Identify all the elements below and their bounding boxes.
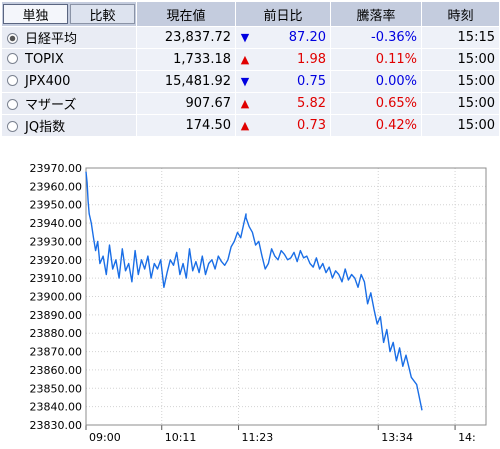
index-name-cell[interactable]: TOPIX — [1, 48, 137, 71]
tab-compare[interactable]: 比較 — [70, 4, 135, 24]
change-value: 1.98 — [297, 52, 326, 67]
current-price: 23,837.72 — [136, 26, 236, 49]
change-cell: ▲ 5.82 — [235, 92, 331, 115]
index-name: マザーズ — [25, 98, 77, 113]
quote-time: 15:00 — [421, 92, 500, 115]
y-tick-label: 23850.00 — [30, 382, 83, 395]
column-header-price[interactable]: 現在値 — [136, 1, 236, 27]
quote-time: 15:00 — [421, 114, 500, 137]
index-name-cell[interactable]: マザーズ — [1, 92, 137, 115]
quote-table: 単独 比較 現在値 前日比 騰落率 時刻 日経平均 23,837.72 ▼ 87.20… — [1, 1, 500, 137]
y-tick-label: 23890.00 — [30, 309, 83, 322]
y-tick-label: 23940.00 — [30, 217, 83, 230]
x-tick-label: 13:34 — [381, 431, 413, 444]
quote-row[interactable]: マザーズ 907.67 ▲ 5.82 0.65% 15:00 — [1, 92, 500, 115]
percent-change: 0.11% — [330, 48, 422, 71]
index-name: TOPIX — [25, 52, 64, 67]
y-tick-label: 23860.00 — [30, 364, 83, 377]
x-tick-label: 10:11 — [165, 431, 197, 444]
index-radio-button[interactable] — [7, 99, 18, 110]
percent-change: 0.00% — [330, 70, 422, 93]
index-name-cell[interactable]: 日経平均 — [1, 26, 137, 49]
view-tabs: 単独 比較 — [1, 1, 137, 27]
x-axis: 09:00 10:11 11:23 13:34 14: — [85, 425, 476, 444]
y-tick-label: 23840.00 — [30, 401, 83, 414]
x-tick-label: 09:00 — [89, 431, 121, 444]
index-name-cell[interactable]: JPX400 — [1, 70, 137, 93]
y-tick-label: 23830.00 — [30, 419, 83, 432]
quote-row[interactable]: 日経平均 23,837.72 ▼ 87.20 -0.36% 15:15 — [1, 26, 500, 49]
percent-change: 0.65% — [330, 92, 422, 115]
change-cell: ▼ 87.20 — [235, 26, 331, 49]
quote-time: 15:15 — [421, 26, 500, 49]
y-tick-label: 23910.00 — [30, 272, 83, 285]
y-tick-label: 23960.00 — [30, 180, 83, 193]
change-value: 87.20 — [288, 30, 326, 45]
tab-single[interactable]: 単独 — [3, 4, 68, 24]
change-cell: ▲ 1.98 — [235, 48, 331, 71]
index-radio-button[interactable] — [7, 33, 18, 44]
y-tick-label: 23950.00 — [30, 199, 83, 212]
index-name-cell[interactable]: JQ指数 — [1, 114, 137, 137]
change-value: 5.82 — [297, 96, 326, 111]
current-price: 15,481.92 — [136, 70, 236, 93]
y-axis: 23970.00 23960.00 23950.00 23940.00 23930.00… — [30, 162, 83, 432]
quote-row[interactable]: JPX400 15,481.92 ▼ 0.75 0.00% 15:00 — [1, 70, 500, 93]
y-tick-label: 23970.00 — [30, 162, 83, 175]
percent-change: -0.36% — [330, 26, 422, 49]
current-price: 907.67 — [136, 92, 236, 115]
series-line — [85, 171, 423, 411]
x-tick-label: 14: — [458, 431, 476, 444]
change-cell: ▼ 0.75 — [235, 70, 331, 93]
down-arrow-icon: ▼ — [240, 75, 250, 88]
index-name: 日経平均 — [25, 32, 78, 47]
current-price: 174.50 — [136, 114, 236, 137]
index-name: JPX400 — [25, 74, 71, 89]
index-radio-button[interactable] — [7, 53, 18, 64]
current-price: 1,733.18 — [136, 48, 236, 71]
quote-row[interactable]: TOPIX 1,733.18 ▲ 1.98 0.11% 15:00 — [1, 48, 500, 71]
index-name: JQ指数 — [25, 120, 66, 135]
price-line-chart: 23970.00 23960.00 23950.00 23940.00 23930.00… — [0, 150, 500, 449]
y-tick-label: 23920.00 — [30, 254, 83, 267]
y-tick-label: 23880.00 — [30, 327, 83, 340]
quote-row[interactable]: JQ指数 174.50 ▲ 0.73 0.42% 15:00 — [1, 114, 500, 137]
quote-time: 15:00 — [421, 70, 500, 93]
chart-background — [0, 150, 500, 449]
x-tick-label: 11:23 — [242, 431, 274, 444]
column-header-time[interactable]: 時刻 — [421, 1, 500, 27]
table-header-row: 単独 比較 現在値 前日比 騰落率 時刻 — [1, 1, 500, 27]
y-tick-label: 23930.00 — [30, 235, 83, 248]
change-value: 0.73 — [297, 118, 326, 133]
up-arrow-icon: ▲ — [240, 119, 250, 132]
up-arrow-icon: ▲ — [240, 97, 250, 110]
change-cell: ▲ 0.73 — [235, 114, 331, 137]
index-radio-button[interactable] — [7, 75, 18, 86]
plot-frame — [85, 167, 487, 426]
change-value: 0.75 — [297, 74, 326, 89]
down-arrow-icon: ▼ — [240, 31, 250, 44]
up-arrow-icon: ▲ — [240, 53, 250, 66]
y-tick-label: 23870.00 — [30, 346, 83, 359]
percent-change: 0.42% — [330, 114, 422, 137]
y-tick-label: 23900.00 — [30, 291, 83, 304]
column-header-percent[interactable]: 騰落率 — [330, 1, 422, 27]
index-radio-button[interactable] — [7, 121, 18, 132]
column-header-change[interactable]: 前日比 — [235, 1, 331, 27]
quote-time: 15:00 — [421, 48, 500, 71]
